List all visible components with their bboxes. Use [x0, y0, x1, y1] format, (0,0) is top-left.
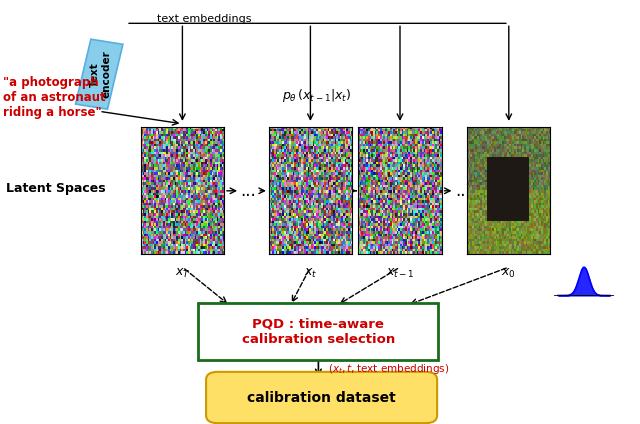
Text: $x_T$: $x_T$	[175, 267, 190, 280]
FancyBboxPatch shape	[198, 303, 438, 360]
Text: $x_t$: $x_t$	[304, 267, 317, 280]
Text: $(x_t, t, \mathrm{text\ embeddings})$: $(x_t, t, \mathrm{text\ embeddings})$	[328, 362, 449, 376]
Text: PQD : time-aware
calibration selection: PQD : time-aware calibration selection	[242, 318, 395, 346]
Text: calibration dataset: calibration dataset	[247, 391, 396, 404]
Polygon shape	[76, 39, 123, 109]
Text: "a photograph
of an astronaut
riding a horse": "a photograph of an astronaut riding a h…	[3, 76, 106, 119]
Text: $x_0$: $x_0$	[501, 267, 516, 280]
Text: Latent Spaces: Latent Spaces	[6, 182, 106, 195]
Text: text embeddings: text embeddings	[157, 14, 252, 24]
FancyBboxPatch shape	[206, 372, 437, 423]
Text: $x_{t-1}$: $x_{t-1}$	[386, 267, 414, 280]
Text: $p_{\theta}\,(x_{t-1}|x_t)$: $p_{\theta}\,(x_{t-1}|x_t)$	[282, 87, 351, 104]
Text: ...: ...	[455, 182, 470, 200]
Text: ...: ...	[241, 182, 256, 200]
Text: Text
encoder: Text encoder	[90, 50, 112, 98]
